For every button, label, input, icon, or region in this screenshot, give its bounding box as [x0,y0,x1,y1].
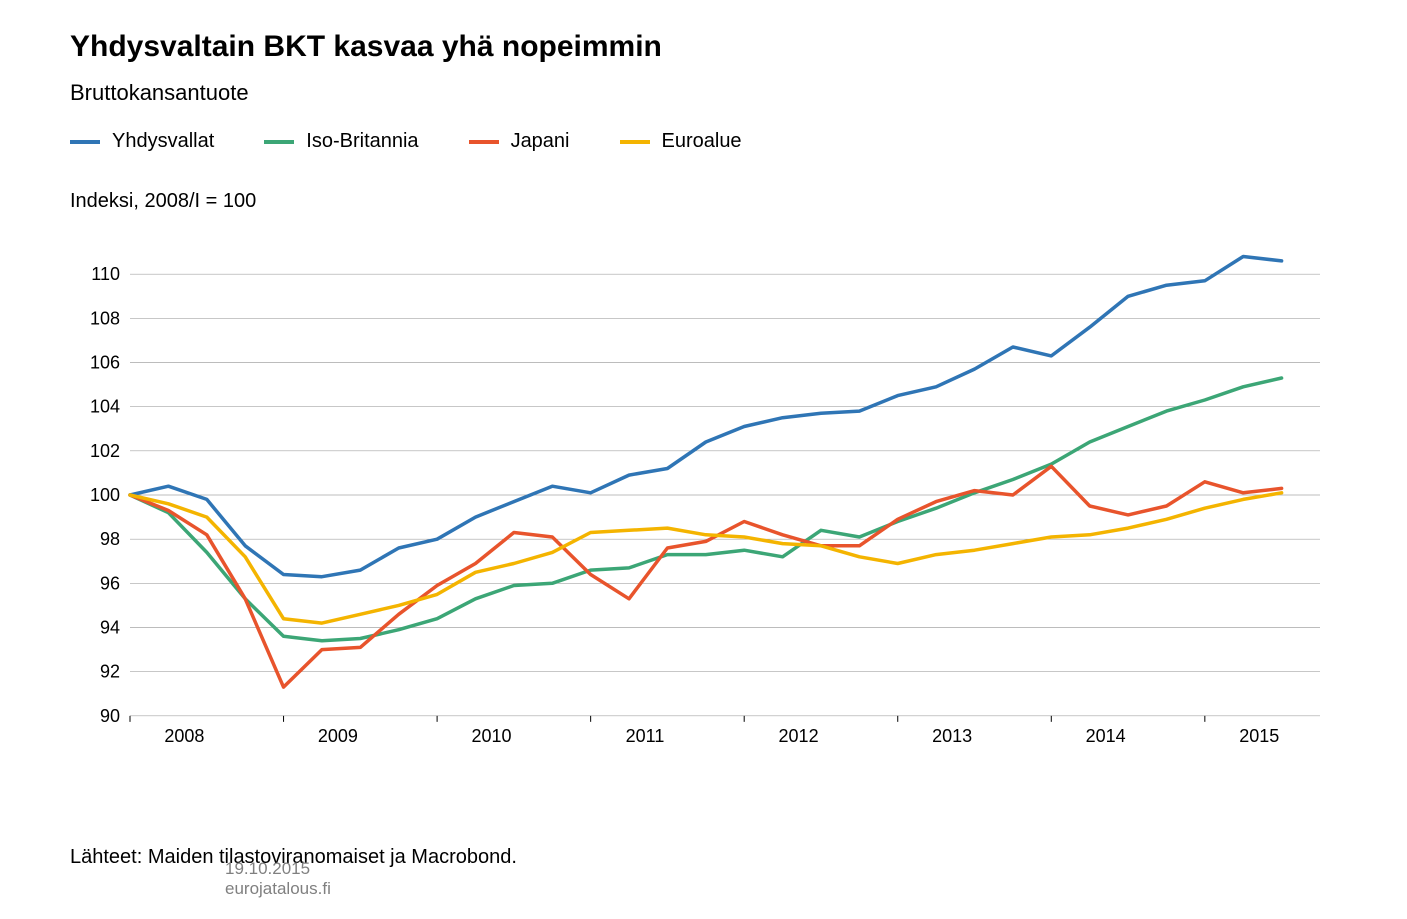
svg-text:2008: 2008 [164,726,204,746]
svg-text:104: 104 [90,397,120,417]
chart-title: Yhdysvaltain BKT kasvaa yhä nopeimmin [70,30,662,64]
chart-subtitle: Bruttokansantuote [70,80,249,106]
footnote-site: eurojatalous.fi [225,879,331,899]
svg-text:2012: 2012 [779,726,819,746]
svg-text:2011: 2011 [626,726,665,746]
svg-text:94: 94 [100,618,120,638]
legend-item: Yhdysvallat [70,130,214,153]
series-line [130,257,1282,577]
legend-swatch [469,140,499,144]
svg-text:96: 96 [100,573,120,593]
legend-swatch [620,140,650,144]
svg-text:2010: 2010 [471,726,511,746]
svg-text:2013: 2013 [932,726,972,746]
legend-swatch [264,140,294,144]
legend-item: Iso-Britannia [264,130,418,153]
svg-text:102: 102 [90,441,120,461]
svg-text:2009: 2009 [318,726,358,746]
svg-text:2014: 2014 [1086,726,1126,746]
svg-text:98: 98 [100,529,120,549]
svg-text:90: 90 [100,706,120,726]
plot-area: 90 92 94 96 98 100 102 104 106 108 110 2008 2009 2010… [70,220,1340,800]
legend-item: Euroalue [620,130,742,153]
svg-text:2015: 2015 [1239,726,1279,746]
svg-text:92: 92 [100,662,120,682]
svg-text:110: 110 [91,264,120,284]
svg-text:100: 100 [90,485,120,505]
legend-label: Japani [511,130,570,153]
series-line [130,493,1282,623]
legend-label: Euroalue [662,130,742,153]
svg-text:106: 106 [90,353,120,373]
footnote: 19.10.2015 eurojatalous.fi [225,859,331,899]
legend-item: Japani [469,130,570,153]
footnote-date: 19.10.2015 [225,859,331,879]
legend: Yhdysvallat Iso-Britannia Japani Euroalue [70,130,742,153]
legend-swatch [70,140,100,144]
legend-label: Yhdysvallat [112,130,214,153]
y-axis-label: Indeksi, 2008/I = 100 [70,190,256,213]
legend-label: Iso-Britannia [306,130,418,153]
svg-text:108: 108 [90,308,120,328]
chart-container: { "chart": { "type": "line", "title": "Y… [0,0,1407,919]
